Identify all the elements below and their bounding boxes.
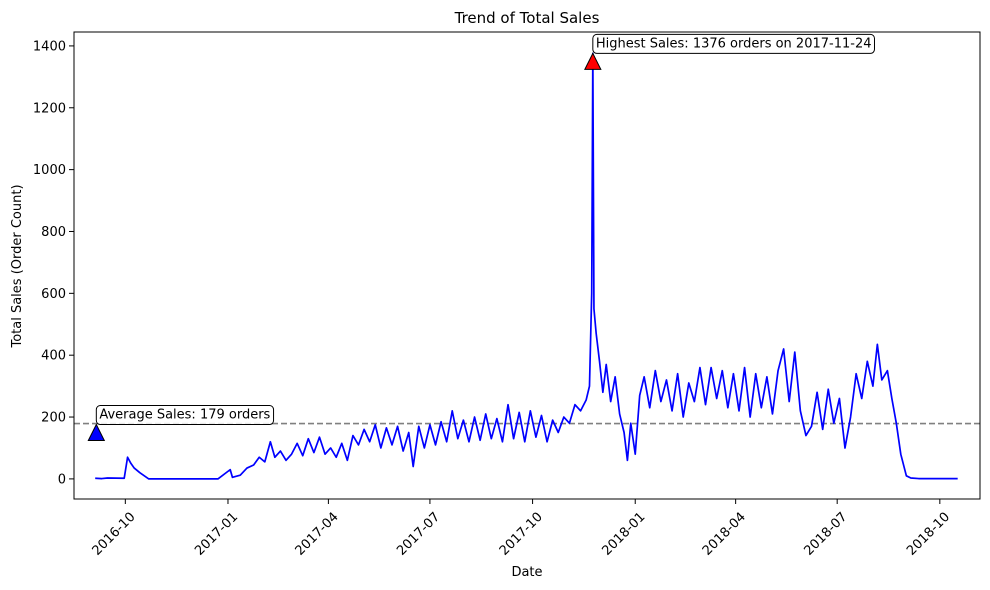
x-tick-label: 2016-10 bbox=[90, 510, 139, 559]
y-tick-label: 600 bbox=[41, 287, 66, 302]
annotation-box bbox=[95, 405, 275, 426]
x-tick-label: 2017-04 bbox=[293, 510, 342, 559]
peak-annotation: Highest Sales: 1376 orders on 2017-11-24 bbox=[596, 36, 872, 51]
x-tick-label: 2018-10 bbox=[904, 510, 953, 559]
peak-marker bbox=[584, 52, 602, 70]
y-tick-label: 200 bbox=[41, 411, 66, 426]
sales-series-line bbox=[95, 52, 958, 480]
plot-frame bbox=[73, 31, 981, 500]
x-tick-label: 2018-07 bbox=[801, 510, 850, 559]
average-annotation: Average Sales: 179 orders bbox=[99, 408, 270, 423]
x-axis: 2016-10 2017-01 2017-04 2017-07 2017-10 2018-… bbox=[90, 499, 953, 559]
y-tick-label: 400 bbox=[41, 349, 66, 364]
y-tick-label: 1200 bbox=[33, 101, 66, 116]
annotation-box bbox=[592, 33, 875, 54]
x-tick-label: 2018-01 bbox=[599, 510, 648, 559]
y-tick-label: 800 bbox=[41, 225, 66, 240]
y-axis-label: Total Sales (Order Count) bbox=[10, 184, 25, 348]
x-tick-label: 2018-04 bbox=[700, 510, 749, 559]
y-tick-label: 0 bbox=[58, 472, 66, 487]
y-axis: 0 200 400 600 800 1000 1200 1400 bbox=[33, 39, 74, 487]
average-marker bbox=[87, 423, 106, 442]
x-axis-label: Date bbox=[511, 565, 542, 580]
x-tick-label: 2017-07 bbox=[394, 510, 443, 559]
y-tick-label: 1400 bbox=[33, 39, 66, 54]
chart-title: Trend of Total Sales bbox=[454, 9, 600, 27]
x-tick-label: 2017-10 bbox=[497, 510, 546, 559]
x-tick-label: 2017-01 bbox=[192, 510, 241, 559]
y-tick-label: 1000 bbox=[33, 163, 66, 178]
